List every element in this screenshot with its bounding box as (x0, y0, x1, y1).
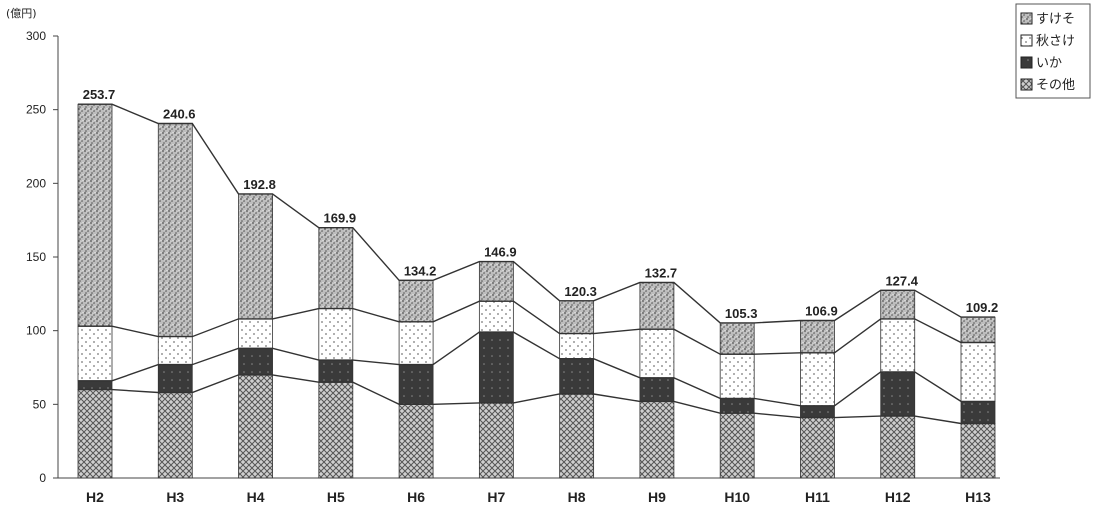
bar-segment-H4-すけそ (238, 193, 273, 320)
bar-segment-H10-秋さけ (719, 353, 755, 399)
bar-total-label: 106.9 (805, 304, 838, 319)
bar-segment-H9-その他 (639, 400, 675, 479)
bar-segment-H8-すけそ (559, 300, 595, 335)
bar-segment-H11-その他 (800, 417, 835, 479)
y-tick-label: 200 (26, 176, 46, 190)
x-tick-label: H8 (568, 489, 586, 505)
bar-segment-H11-すけそ (800, 320, 835, 354)
bar-segment-H5-秋さけ (318, 308, 354, 361)
series-lines-group (78, 103, 995, 425)
bar-total-label: 127.4 (885, 273, 918, 288)
legend-swatch-その他 (1020, 78, 1033, 91)
series-connector-line-いか (78, 331, 995, 407)
y-tick-label: 100 (26, 324, 46, 338)
legend-label-すけそ: すけそ (1036, 12, 1075, 27)
x-tick-label: H5 (327, 489, 345, 505)
legend-swatch-すけそ (1020, 12, 1033, 25)
legend-swatch-いか (1020, 56, 1033, 69)
bar-segment-H13-その他 (960, 423, 996, 479)
legend-swatch-秋さけ (1020, 34, 1033, 47)
bar-segment-H3-秋さけ (157, 336, 193, 365)
bar-segment-H2-すけそ (77, 103, 113, 327)
bar-segment-H12-すけそ (880, 289, 916, 320)
bar-segment-H6-いか (398, 364, 434, 405)
bar-segment-H5-すけそ (318, 227, 354, 309)
bar-segment-H7-秋さけ (478, 300, 514, 333)
bar-segment-H13-すけそ (960, 316, 996, 343)
series-connector-line-その他 (78, 374, 995, 425)
bar-segment-H6-秋さけ (398, 321, 434, 365)
bar-total-label: 253.7 (83, 87, 116, 102)
bar-segment-H10-いか (719, 398, 755, 414)
bar-segment-H12-その他 (880, 415, 916, 479)
y-tick-label: 250 (26, 103, 46, 117)
bar-segment-H5-その他 (318, 381, 354, 479)
x-tick-label: H9 (648, 489, 666, 505)
bar-total-label: 169.9 (324, 211, 357, 226)
bar-segment-H9-すけそ (639, 282, 675, 330)
bar-segment-H7-すけそ (478, 261, 514, 302)
x-tick-label: H2 (86, 489, 104, 505)
bar-segment-H12-いか (880, 371, 916, 417)
bar-segment-H2-秋さけ (77, 325, 113, 382)
bar-segment-H4-いか (238, 347, 273, 376)
legend-label-いか: いか (1036, 56, 1062, 71)
bar-segment-H8-いか (559, 358, 595, 395)
bar-total-label: 109.2 (966, 300, 999, 315)
bar-segment-H10-その他 (719, 412, 755, 479)
y-tick-label: 300 (26, 29, 46, 43)
x-tick-label: H4 (247, 489, 265, 505)
y-tick-label: 150 (26, 250, 46, 264)
x-tick-label: H10 (724, 489, 750, 505)
bar-segment-H11-いか (800, 405, 835, 418)
bar-segment-H3-すけそ (157, 123, 193, 337)
legend-label-その他: その他 (1036, 78, 1075, 93)
labels-group: H2 253.7 H3 240.6 H4 192.8 H5 169.9 H6 134.2 H7 146… (83, 87, 999, 505)
axes: 0 50 100 150 200 250 300 (26, 29, 1000, 485)
bar-segment-H4-その他 (238, 374, 273, 479)
bar-segment-H8-秋さけ (559, 333, 595, 360)
y-unit-label: (億円) (6, 7, 37, 20)
bar-segment-H12-秋さけ (880, 318, 916, 373)
bar-segment-H11-秋さけ (800, 352, 835, 407)
x-tick-label: H13 (965, 489, 991, 505)
bar-segment-H6-その他 (398, 403, 434, 479)
bar-segment-H3-いか (157, 364, 193, 393)
series-connector-line-秋さけ (78, 300, 995, 355)
bar-segment-H2-いか (77, 380, 113, 391)
bar-total-label: 240.6 (163, 107, 196, 122)
bar-segment-H13-いか (960, 400, 996, 424)
bar-segment-H7-その他 (478, 402, 514, 479)
bar-segment-H8-その他 (559, 393, 595, 479)
bar-total-label: 132.7 (645, 265, 678, 280)
bar-segment-H9-いか (639, 377, 675, 402)
bar-total-label: 134.2 (404, 263, 437, 278)
bar-segment-H10-すけそ (719, 322, 755, 355)
bar-total-label: 146.9 (484, 245, 517, 260)
x-tick-label: H11 (805, 489, 830, 505)
bar-segment-H3-その他 (157, 392, 193, 479)
legend-label-秋さけ: 秋さけ (1036, 34, 1075, 49)
bar-total-label: 192.8 (243, 177, 276, 192)
x-tick-label: H6 (407, 489, 425, 505)
bar-segment-H4-秋さけ (238, 318, 273, 349)
y-tick-label: 50 (33, 397, 47, 411)
series-connector-line-すけそ (78, 103, 995, 324)
bar-segment-H6-すけそ (398, 279, 434, 323)
x-tick-label: H3 (166, 489, 184, 505)
bar-segment-H2-その他 (77, 389, 113, 479)
x-tick-label: H7 (487, 489, 505, 505)
bar-segment-H13-秋さけ (960, 342, 996, 402)
bar-segment-H7-いか (478, 331, 514, 404)
bar-total-label: 120.3 (564, 284, 597, 299)
bar-segment-H9-秋さけ (639, 328, 675, 379)
bar-segment-H5-いか (318, 359, 354, 383)
y-tick-label: 0 (39, 471, 46, 485)
bars-group (77, 103, 996, 479)
bar-total-label: 105.3 (725, 306, 758, 321)
x-tick-label: H12 (885, 489, 911, 505)
